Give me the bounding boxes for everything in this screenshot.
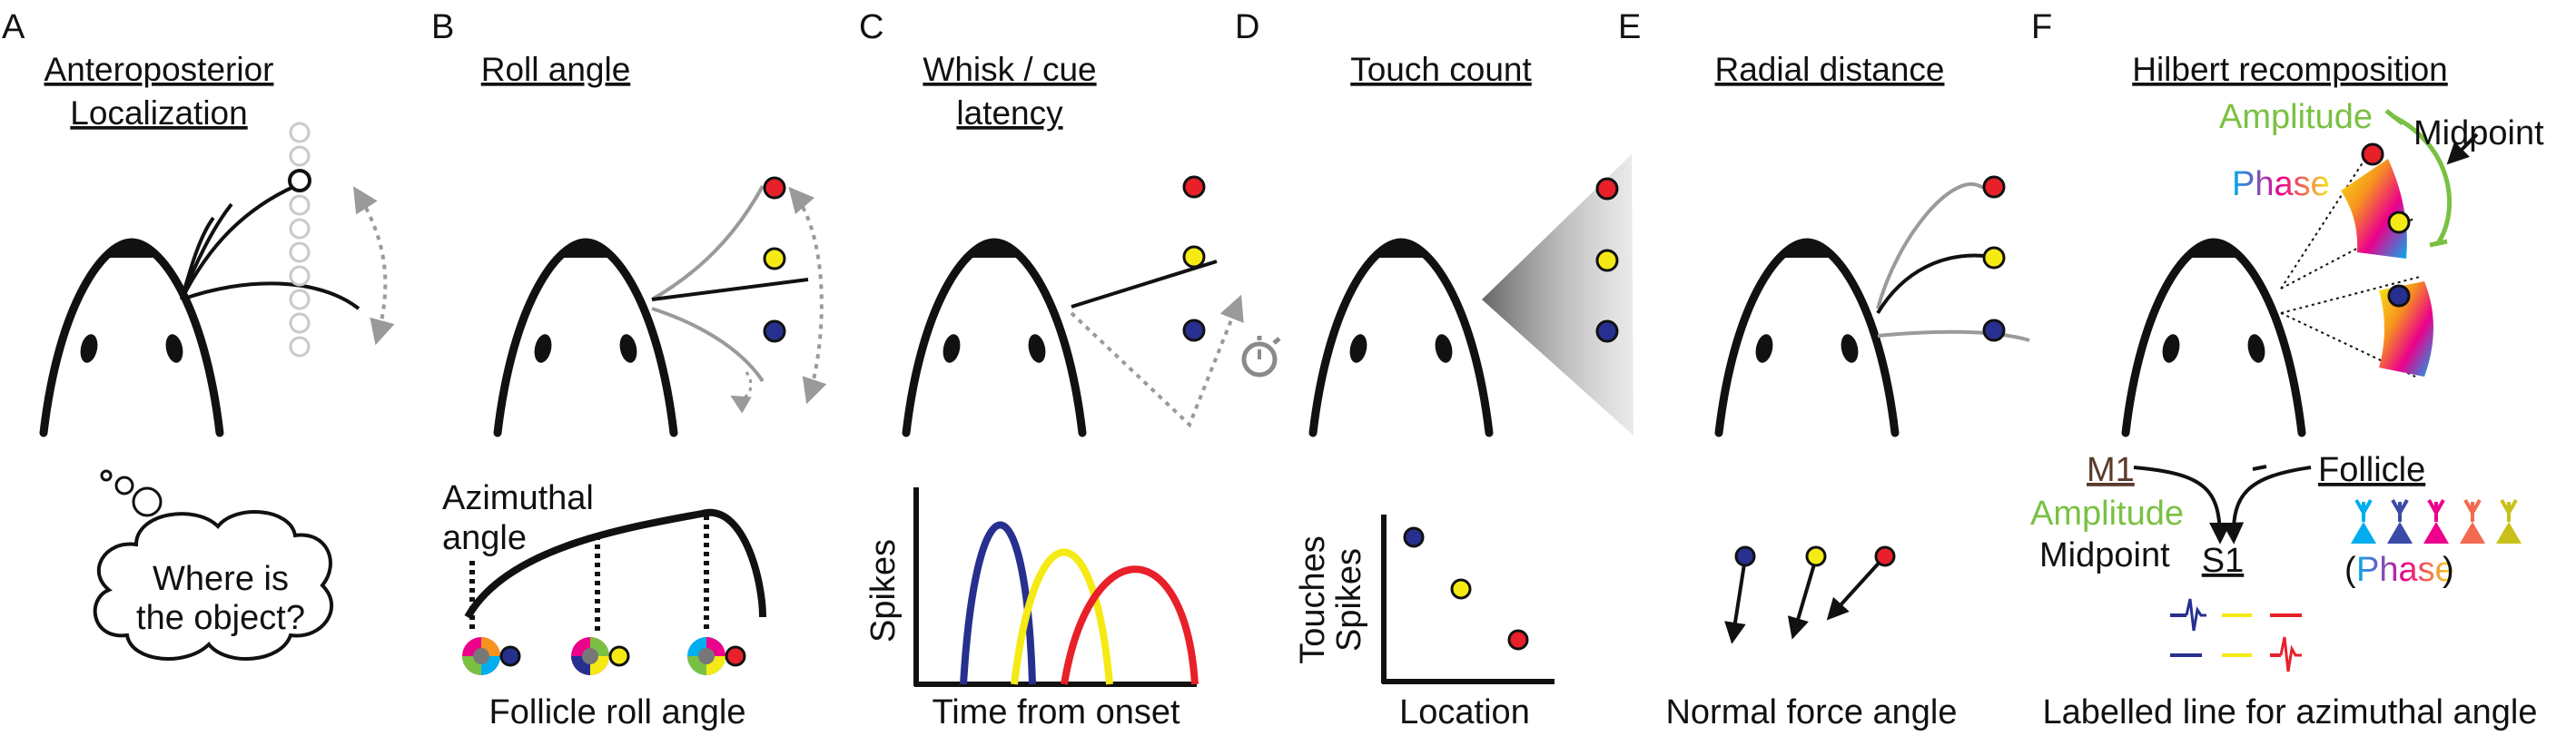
midpoint-arrow [2446, 132, 2479, 165]
panel-a: Where is the object? [44, 122, 395, 661]
blue-object [1595, 319, 1619, 343]
panel-f-title: Hilbert recomposition [2132, 51, 2448, 88]
mouse-head-icon [498, 241, 674, 433]
red-object [2361, 142, 2384, 166]
panel-c-title-2: latency [956, 94, 1063, 132]
f-phase-label: Phase [2232, 165, 2330, 203]
red-latency-curve [1061, 565, 1199, 685]
phase-guide-lines [2280, 151, 2421, 378]
thought-bubble: Where is the object? [93, 469, 334, 661]
panel-letter-a: A [2, 8, 25, 46]
object-circle [288, 169, 311, 192]
d-xlabel: Location [1399, 693, 1530, 731]
mouse-head-icon [906, 241, 1082, 433]
sweep-arrow [353, 186, 395, 346]
force-vectors [1724, 545, 1896, 644]
mouse-head-icon [2126, 241, 2302, 433]
f-phase2-label: Phase [2356, 551, 2454, 589]
c-ylabel: Spikes [864, 539, 903, 643]
blue-latency-curve [960, 521, 1036, 685]
panel-b-title: Roll angle [481, 51, 631, 88]
panel-c: Spikes Time from onset [864, 175, 1281, 731]
f-amplitude2-label: Amplitude [2030, 495, 2184, 533]
spike-latency-plot [913, 487, 1199, 687]
yellow-object [1595, 249, 1619, 272]
sweep-arrow [788, 186, 827, 405]
panel-letter-e: E [1618, 8, 1641, 46]
f-midpoint2-label: Midpoint [2039, 536, 2170, 574]
panel-d-title: Touch count [1350, 51, 1532, 88]
panel-letter-f: F [2031, 8, 2052, 46]
whisk-path-arrow [1070, 294, 1244, 428]
red-object [1982, 175, 2006, 199]
f-paren-close: ) [2443, 551, 2454, 589]
f-bottom-label: Labelled line for azimuthal angle [2042, 693, 2537, 731]
panel-letter-d: D [1235, 8, 1259, 46]
follicle-wheels [462, 637, 746, 675]
thought-line-2: the object? [136, 599, 305, 637]
d-ylabel-outer: Touches [1294, 535, 1332, 664]
azimuthal-label-2: angle [442, 519, 527, 557]
f-paren-open: ( [2344, 551, 2356, 589]
f-s1-label: S1 [2202, 542, 2244, 580]
red-object [1595, 177, 1619, 201]
whiskers-e [1876, 182, 2030, 342]
blue-object [2387, 284, 2411, 308]
whiskers-b [651, 185, 809, 383]
yellow-latency-curve [1011, 548, 1113, 685]
azimuthal-label-1: Azimuthal [442, 479, 594, 517]
position-circles [289, 122, 311, 358]
blue-object [763, 319, 786, 343]
labelled-line-traces [2170, 598, 2302, 672]
d-ylabel-inner: Spikes [1330, 548, 1368, 652]
thought-line-1: Where is [153, 560, 289, 598]
follicle-to-s1-arrow [2222, 466, 2312, 545]
panel-letter-c: C [859, 8, 883, 46]
whisker-c [1071, 260, 1218, 309]
f-follicle-label: Follicle [2318, 451, 2425, 489]
m1-to-s1-arrow [2133, 466, 2231, 545]
amplitude-bracket [2391, 113, 2452, 245]
yellow-object [1982, 246, 2006, 270]
panel-d: Touches Spikes Location [1294, 154, 1633, 731]
phase-band-upper [2341, 159, 2407, 259]
mouse-head-icon [1313, 241, 1489, 433]
red-object [763, 176, 786, 200]
mouse-head-icon [1719, 241, 1895, 433]
stopwatch-icon [1241, 336, 1281, 378]
neuron-icons [2351, 499, 2522, 544]
panel-c-title-1: Whisk / cue [923, 51, 1096, 88]
panel-a-title-1: Anteroposterior [44, 51, 274, 88]
whiskers-a [180, 184, 360, 310]
f-amplitude-label: Amplitude [2219, 98, 2373, 136]
f-midpoint-label: Midpoint [2413, 114, 2544, 152]
blue-object [1182, 319, 1206, 342]
panel-b: Azimuthal angle [442, 176, 827, 731]
touch-fan [1482, 154, 1633, 436]
panel-f: Amplitude Midpoint Phase M1 Follicle Amp… [2030, 98, 2544, 731]
roll-arrow [730, 371, 753, 414]
c-xlabel: Time from onset [932, 693, 1180, 731]
follicle-roll-label: Follicle roll angle [489, 693, 745, 731]
yellow-object [763, 247, 786, 270]
projection-lines [469, 515, 709, 631]
yellow-object [2387, 211, 2411, 234]
panel-e: Normal force angle [1665, 175, 2030, 731]
yellow-object [1182, 245, 1206, 269]
touch-count-plot [1381, 515, 1554, 684]
red-object [1182, 175, 1206, 199]
f-m1-label: M1 [2087, 451, 2135, 489]
panel-a-title-2: Localization [70, 94, 247, 132]
azimuthal-arc [464, 508, 766, 619]
e-bottom-label: Normal force angle [1665, 693, 1957, 731]
panel-letter-b: B [431, 8, 454, 46]
blue-object [1982, 319, 2006, 342]
panel-e-title: Radial distance [1715, 51, 1945, 88]
